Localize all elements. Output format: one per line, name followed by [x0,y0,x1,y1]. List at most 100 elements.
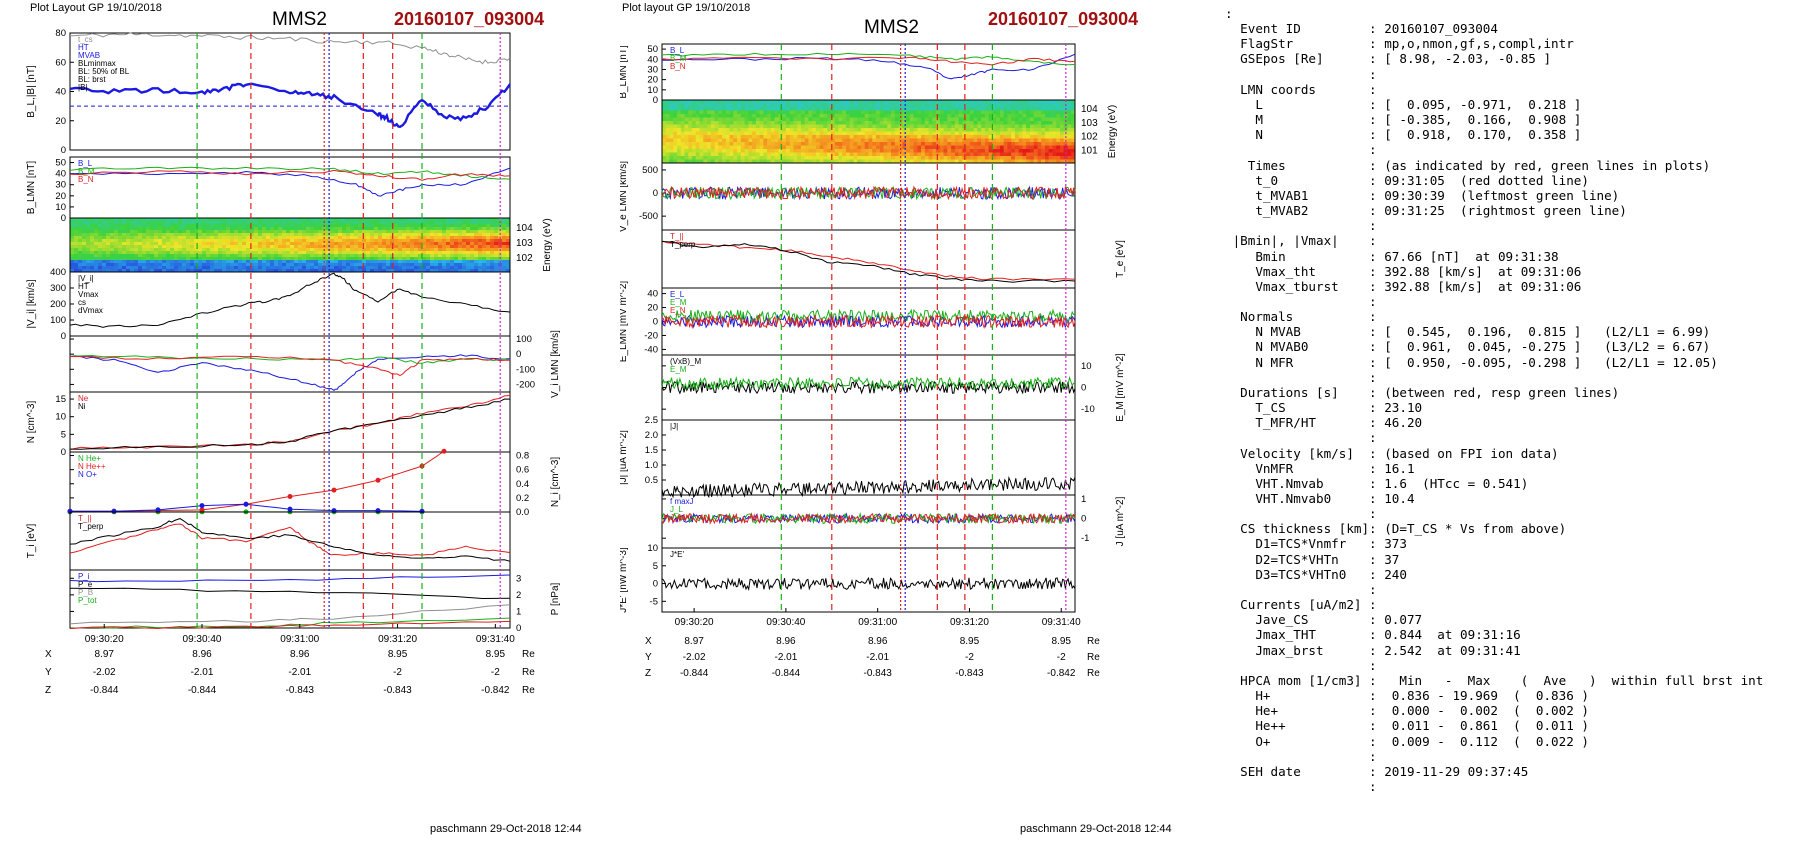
right-xtick-label: 09:31:20 [950,617,989,628]
left-heat-cell [454,221,459,225]
right-heat-cell [872,138,877,143]
right-heat-cell [966,107,971,111]
right-heat-cell [1063,152,1068,157]
left-heat-cell [218,230,223,234]
right-heat-cell [714,156,719,160]
left-ytick-label: 3 [516,573,521,584]
right-heat-cell [725,100,730,104]
left-heat-cell [94,221,99,225]
right-heat-cell [1022,114,1027,118]
left-heat-cell [418,257,423,261]
right-heat-cell [1037,121,1042,125]
left-heat-cell [354,245,359,249]
right-heat-cell [943,131,948,136]
right-heat-cell [966,114,971,118]
left-heat-cell [506,251,511,255]
right-heat-cell [984,103,990,108]
right-heat-cell [999,107,1005,111]
left-heat-cell [254,251,259,255]
left-heat-cell [78,260,83,264]
left-heat-cell [198,257,203,261]
left-heat-cell [286,248,291,252]
right-heat-cell [988,100,993,104]
right-heat-cell [752,159,757,164]
left-heat-cell [330,263,335,267]
left-heat-cell [450,251,455,255]
left-heat-cell [302,233,307,237]
right-heat-cell [1045,128,1050,132]
left-heat-cell [290,263,295,267]
left-heat-cell [282,260,287,264]
left-heat-cell [78,269,83,273]
left-heat-cell [354,251,359,255]
left-heat-cell [162,260,167,264]
right-heat-cell [1067,149,1072,153]
left-heat-cell [250,263,255,267]
right-heat-cell [951,114,956,118]
right-heat-cell [906,131,911,136]
right-heat-cell [737,152,742,157]
right-heat-cell [1067,138,1072,143]
left-heat-cell [394,227,399,231]
left-heat-cell [198,269,203,273]
left-heat-cell [130,260,135,264]
right-heat-cell [774,152,779,157]
left-heat-cell [94,236,99,240]
left-heat-cell [306,266,311,270]
left-heat-cell [422,245,427,249]
left-heat-cell [442,266,447,270]
left-heat-cell [270,236,275,240]
right-heat-cell [1060,121,1065,125]
right-heat-cell [800,124,806,129]
left-heat-cell [190,251,195,255]
right-heat-cell [921,103,926,108]
right-heat-cell [774,135,779,139]
right-heat-cell [894,114,899,118]
left-heat-cell [442,236,447,240]
right-heat-cell [1048,149,1053,153]
left-heat-cell [118,266,123,270]
left-heat-cell [418,263,423,267]
right-heat-cell [894,128,899,132]
left-heat-cell [294,233,299,237]
right-heat-cell [1060,149,1065,153]
right-heat-cell [819,138,824,143]
left-heat-cell [278,242,283,246]
right-heat-cell [665,100,670,104]
left-heat-cell [402,245,407,249]
left-heat-cell [94,266,99,270]
left-heat-cell [230,245,235,249]
right-heat-cell [684,110,689,115]
left-heat-cell [478,269,483,273]
left-heat-cell [450,266,455,270]
right-heat-cell [680,121,685,125]
left-heat-cell [338,266,343,270]
left-heat-cell [138,242,143,246]
right-heat-cell [797,138,802,143]
left-heat-cell [298,242,303,246]
left-heat-cell [330,239,335,243]
left-heat-cell [258,248,263,252]
left-heat-cell [146,260,151,264]
right-heat-cell [1029,100,1035,104]
right-heat-cell [823,117,828,122]
right-heat-cell [984,135,990,139]
right-heat-cell [891,159,896,164]
left-heat-cell [446,251,451,255]
right-heat-cell [718,131,723,136]
left-heat-cell [406,242,411,246]
right-heat-cell [714,121,719,125]
left-heat-cell [130,254,135,258]
right-heat-cell [1060,128,1065,132]
right-heat-cell [800,117,806,122]
right-heat-cell [793,121,798,125]
right-heat-cell [662,131,667,136]
left-heat-cell [126,266,131,270]
right-heat-cell [744,107,749,111]
right-heat-cell [864,114,869,118]
left-heat-cell [314,251,319,255]
right-heat-cell [947,128,952,132]
left-heat-cell [430,233,435,237]
right-heat-cell [1056,149,1061,153]
left-legend-entry: MVAB [78,51,100,60]
